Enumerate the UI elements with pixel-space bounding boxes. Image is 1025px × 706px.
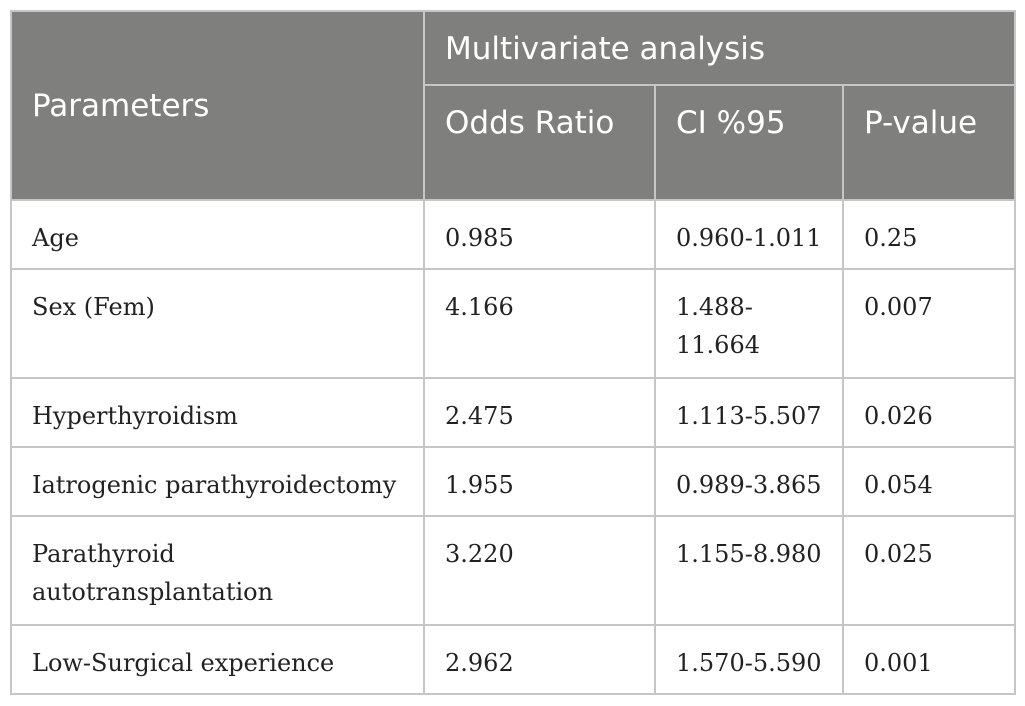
- table-container: Parameters Multivariate analysis Odds Ra…: [10, 10, 1017, 695]
- cell-odds-ratio: 4.166: [423, 268, 656, 379]
- cell-ci: 0.989-3.865: [654, 446, 844, 517]
- cell-ci: 1.488-11.664: [654, 268, 844, 379]
- cell-p-value: 0.025: [841, 515, 1017, 626]
- table-row: Sex (Fem) 4.166 1.488-11.664 0.007: [10, 268, 1017, 379]
- cell-parameter: Low-Surgical experience: [10, 624, 425, 695]
- cell-parameter: Sex (Fem): [10, 268, 425, 379]
- cell-p-value: 0.25: [841, 199, 1017, 270]
- cell-odds-ratio: 3.220: [423, 515, 656, 626]
- table-row: Parathyroid autotransplantation 3.220 1.…: [10, 515, 1017, 626]
- table-row: Hyperthyroidism 2.475 1.113-5.507 0.026: [10, 377, 1017, 448]
- table-row: Low-Surgical experience 2.962 1.570-5.59…: [10, 624, 1017, 695]
- cell-parameter: Iatrogenic parathyroidectomy: [10, 446, 425, 517]
- header-multivariate-analysis: Multivariate analysis: [422, 10, 1017, 86]
- cell-p-value: 0.001: [841, 624, 1017, 695]
- multivariate-analysis-table: Parameters Multivariate analysis Odds Ra…: [10, 10, 1017, 695]
- cell-p-value: 0.007: [841, 268, 1017, 379]
- cell-odds-ratio: 0.985: [423, 199, 656, 270]
- cell-ci: 1.113-5.507: [654, 377, 844, 448]
- cell-p-value: 0.054: [841, 446, 1017, 517]
- header-row-top: Parameters Multivariate analysis: [10, 10, 1017, 201]
- cell-parameter: Hyperthyroidism: [10, 377, 425, 448]
- header-odds-ratio: Odds Ratio: [423, 84, 656, 201]
- cell-ci: 1.155-8.980: [654, 515, 844, 626]
- table-body: Age 0.985 0.960-1.011 0.25 Sex (Fem) 4.1…: [10, 199, 1017, 695]
- header-parameters: Parameters: [10, 10, 425, 201]
- cell-odds-ratio: 1.955: [423, 446, 656, 517]
- header-row-sub: Odds Ratio CI %95 P-value: [11, 84, 1017, 201]
- cell-parameter: Parathyroid autotransplantation: [10, 515, 425, 626]
- cell-parameter: Age: [10, 199, 425, 270]
- table-row: Iatrogenic parathyroidectomy 1.955 0.989…: [10, 446, 1017, 517]
- table-row: Age 0.985 0.960-1.011 0.25: [10, 199, 1017, 270]
- header-p-value: P-value: [841, 84, 1017, 201]
- cell-ci: 0.960-1.011: [654, 199, 844, 270]
- header-ci: CI %95: [654, 84, 844, 201]
- cell-ci: 1.570-5.590: [654, 624, 844, 695]
- table-header: Parameters Multivariate analysis Odds Ra…: [10, 10, 1017, 201]
- cell-odds-ratio: 2.475: [423, 377, 656, 448]
- cell-p-value: 0.026: [841, 377, 1017, 448]
- cell-odds-ratio: 2.962: [423, 624, 656, 695]
